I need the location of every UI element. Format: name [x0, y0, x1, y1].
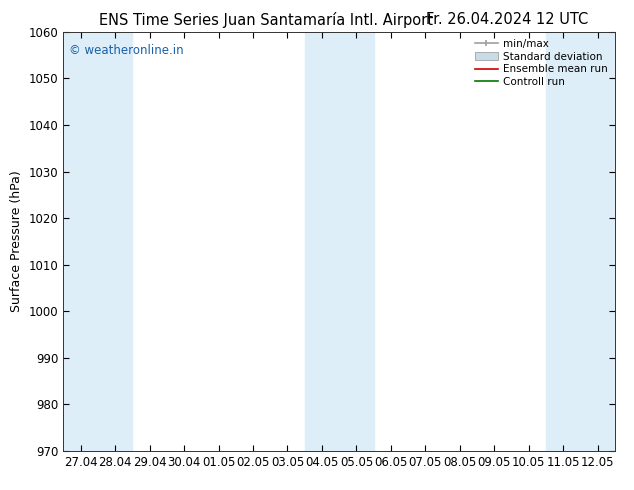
Y-axis label: Surface Pressure (hPa): Surface Pressure (hPa): [10, 171, 23, 312]
Legend: min/max, Standard deviation, Ensemble mean run, Controll run: min/max, Standard deviation, Ensemble me…: [473, 37, 610, 89]
Text: Fr. 26.04.2024 12 UTC: Fr. 26.04.2024 12 UTC: [426, 12, 588, 27]
Text: ENS Time Series Juan Santamaría Intl. Airport: ENS Time Series Juan Santamaría Intl. Ai…: [100, 12, 433, 28]
Text: © weatheronline.in: © weatheronline.in: [69, 45, 183, 57]
Bar: [63, 32, 133, 451]
Bar: [546, 32, 615, 451]
Bar: [305, 32, 373, 451]
